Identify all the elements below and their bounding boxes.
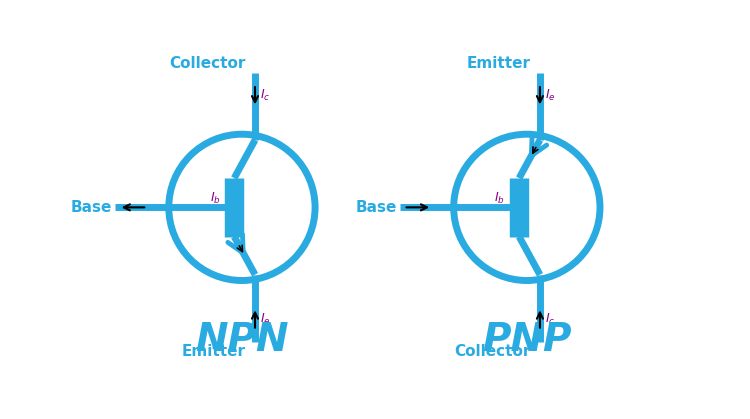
Text: NPN: NPN	[195, 321, 289, 359]
Text: $I_e$: $I_e$	[260, 311, 270, 326]
Text: $I_b$: $I_b$	[494, 191, 506, 206]
Text: Base: Base	[356, 200, 397, 215]
Text: $I_e$: $I_e$	[544, 88, 555, 103]
Text: Emitter: Emitter	[182, 344, 246, 359]
Text: $I_b$: $I_b$	[209, 191, 220, 206]
Text: Collector: Collector	[170, 56, 246, 71]
Text: PNP: PNP	[482, 321, 572, 359]
Text: Emitter: Emitter	[466, 56, 531, 71]
Text: $I_c$: $I_c$	[544, 311, 555, 326]
Text: Base: Base	[70, 200, 112, 215]
Text: $I_c$: $I_c$	[260, 88, 270, 103]
Text: Collector: Collector	[454, 344, 531, 359]
